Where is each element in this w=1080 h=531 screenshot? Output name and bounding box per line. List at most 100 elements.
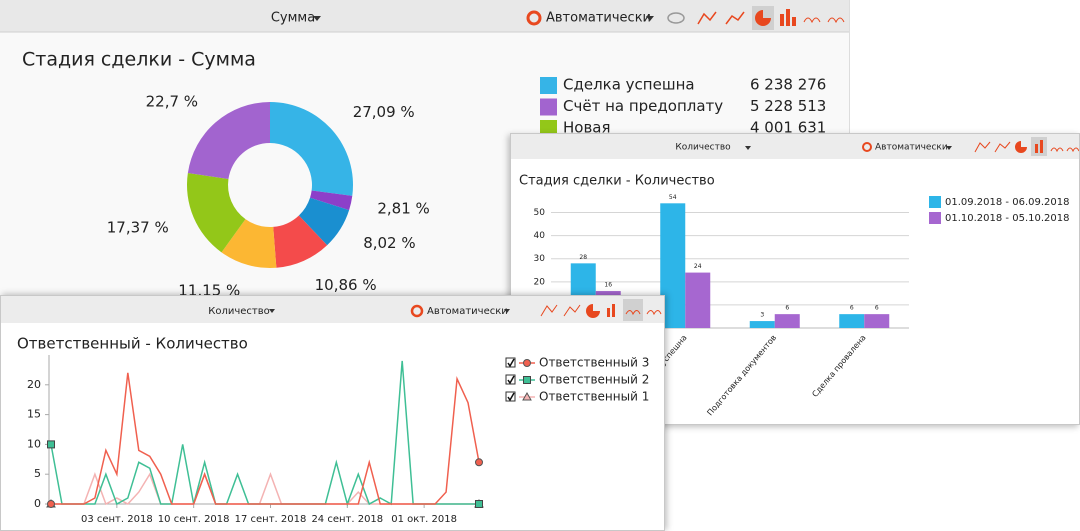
- legend-check: [507, 375, 515, 385]
- legend-swatch: [929, 196, 941, 208]
- bar: [749, 321, 775, 328]
- dropdown-caret: [504, 309, 510, 313]
- line-chart-icon[interactable]: [540, 304, 558, 317]
- bar-chart-icon[interactable]: [780, 14, 784, 26]
- line-chart-icon[interactable]: [974, 141, 991, 153]
- slice-label: 27,09 %: [353, 103, 415, 121]
- bar-value-label: 6: [850, 305, 854, 312]
- bar: [774, 314, 800, 328]
- dropdown-caret: [946, 146, 952, 150]
- donut-chart: Сумма Автоматически Стадия сделки - Сумм…: [0, 0, 849, 299]
- dropdown-caret: [745, 146, 751, 150]
- donut-slice: [270, 102, 353, 196]
- series-line: [50, 360, 479, 507]
- responsible-panel: Количество Автоматически Ответственный -…: [0, 295, 665, 531]
- bar-value-label: 28: [579, 254, 587, 261]
- bar-value-label: 6: [875, 305, 879, 312]
- donut-slice: [273, 215, 328, 268]
- bar-value-label: 24: [694, 263, 702, 270]
- donut-slice: [298, 197, 350, 246]
- y-tick-label: 50: [534, 208, 546, 218]
- y-tick-label: 40: [534, 231, 546, 241]
- slice-label: 2,81 %: [377, 199, 429, 217]
- legend-label[interactable]: Ответственный 1: [539, 390, 649, 404]
- legend-label[interactable]: Ответственный 2: [539, 373, 649, 387]
- spline-area-icon[interactable]: [646, 310, 662, 316]
- toolbar: [1, 296, 664, 323]
- chart-title: Ответственный - Количество: [17, 335, 248, 353]
- donut-slice: [187, 102, 270, 179]
- donut-slice: [310, 190, 353, 211]
- legend-check: [507, 392, 515, 402]
- slice-label: 10,86 %: [315, 276, 377, 294]
- pie-chart-icon[interactable]: [586, 304, 600, 318]
- dropdown-caret: [313, 16, 321, 21]
- donut-slice: [186, 173, 246, 253]
- bar-chart-icon[interactable]: [607, 308, 610, 317]
- legend-amount: 5 228 513: [750, 97, 826, 115]
- point-marker: [522, 391, 532, 401]
- spline-icon[interactable]: [1050, 147, 1064, 153]
- legend-swatch: [929, 212, 941, 224]
- area-chart-icon[interactable]: [725, 11, 745, 25]
- measure-dropdown[interactable]: Количество: [675, 143, 731, 153]
- legend-check: [507, 358, 515, 368]
- legend-checkbox[interactable]: [505, 391, 516, 402]
- active-button: [1031, 137, 1047, 156]
- slice-label: 8,02 %: [363, 234, 415, 252]
- bar-chart-icon[interactable]: [1035, 144, 1038, 153]
- chart-title: Стадия сделки - Количество: [519, 174, 715, 189]
- dropdown-caret: [269, 309, 275, 313]
- legend-label[interactable]: Ответственный 3: [539, 356, 649, 370]
- legend-label: Счёт на предоплату: [563, 97, 723, 115]
- spline-area-icon[interactable]: [827, 17, 845, 24]
- legend-label: 01.10.2018 - 05.10.2018: [945, 213, 1069, 224]
- eye-icon[interactable]: [667, 12, 685, 24]
- measure-dropdown[interactable]: Количество: [208, 306, 270, 317]
- bar-value-label: 54: [669, 194, 677, 201]
- bar-chart-icon-part: [612, 304, 615, 317]
- legend-swatch: [540, 120, 557, 137]
- x-tick-label: 01 окт. 2018: [391, 514, 457, 525]
- x-tick-label: Сделка провалена: [810, 333, 867, 399]
- measure-dropdown[interactable]: Сумма: [271, 11, 315, 26]
- gear-icon: [526, 10, 542, 26]
- line-chart-icon[interactable]: [697, 11, 717, 25]
- active-button: [623, 299, 643, 321]
- mode-dropdown[interactable]: Автоматически: [427, 306, 508, 317]
- x-tick-label: 17 сент. 2018: [235, 514, 307, 525]
- area-chart-icon[interactable]: [994, 141, 1011, 153]
- toolbar: [511, 134, 1079, 159]
- legend-checkbox[interactable]: [505, 357, 516, 368]
- donut-slice: [221, 219, 277, 268]
- legend-label: Новая: [563, 119, 611, 137]
- spline-icon[interactable]: [803, 17, 821, 24]
- legend-checkbox[interactable]: [505, 374, 516, 385]
- dropdown-caret: [646, 16, 654, 21]
- spline-icon[interactable]: [625, 310, 641, 316]
- legend-label: 01.09.2018 - 06.09.2018: [945, 197, 1069, 208]
- slice-label: 11,15 %: [178, 281, 240, 299]
- line-chart: Количество Автоматически Ответственный -…: [1, 296, 664, 525]
- y-tick-label: 20: [534, 277, 546, 287]
- bar-chart-icon-part: [1040, 140, 1043, 153]
- y-tick-label: 0: [34, 497, 41, 510]
- chart-title: Стадия сделки - Сумма: [22, 49, 256, 71]
- area-chart-icon[interactable]: [563, 304, 581, 317]
- mode-dropdown[interactable]: Автоматически: [546, 11, 651, 26]
- mode-dropdown[interactable]: Автоматически: [875, 143, 948, 153]
- point-marker: [47, 440, 55, 449]
- x-tick-label: Подготовка документов: [705, 333, 778, 418]
- bar: [839, 314, 865, 328]
- point-marker: [523, 359, 531, 367]
- toolbar: [0, 0, 849, 32]
- pie-chart-icon[interactable]: [1015, 141, 1027, 153]
- pie-chart-icon[interactable]: [755, 10, 771, 26]
- spline-area-icon[interactable]: [1066, 147, 1079, 153]
- x-tick-label: 03 сент. 2018: [81, 514, 153, 525]
- gear-icon: [862, 142, 872, 152]
- legend-swatch: [540, 98, 557, 116]
- bar-value-label: 3: [760, 312, 764, 319]
- x-tick-label: 24 сент. 2018: [311, 514, 383, 525]
